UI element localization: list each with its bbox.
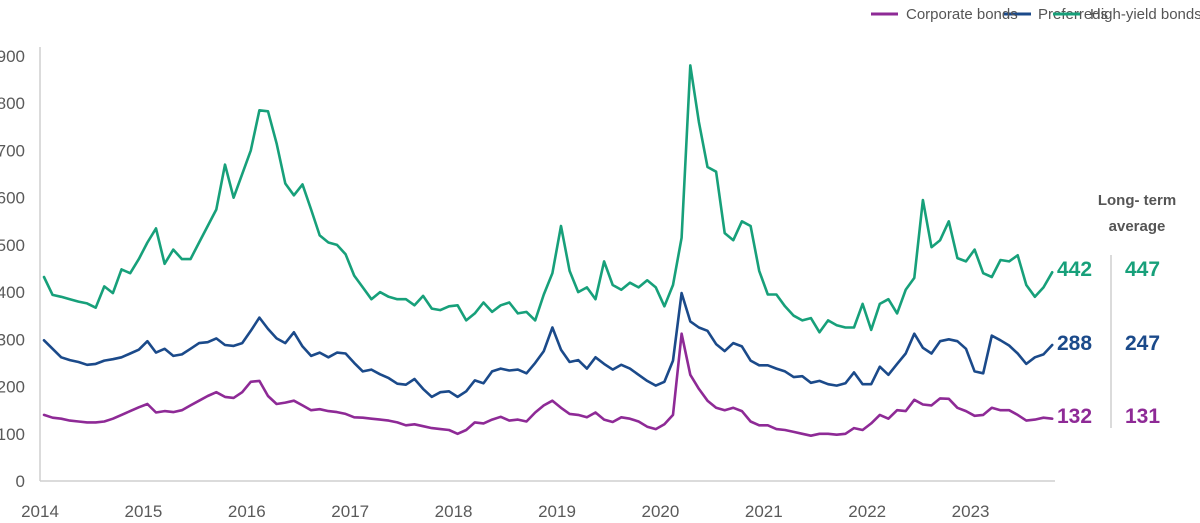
x-tick-label: 2018 — [435, 502, 473, 521]
x-tick-label: 2019 — [538, 502, 576, 521]
y-tick-label: 400 — [0, 283, 25, 302]
x-tick-label: 2016 — [228, 502, 266, 521]
legend-label-high-yield-bonds: High-yield bonds — [1090, 6, 1200, 23]
series-line-corporate-bonds — [42, 332, 1054, 438]
y-tick-label: 500 — [0, 236, 25, 255]
legend-label-corporate-bonds: Corporate bonds — [906, 6, 1018, 23]
series-line-high-yield-bonds — [42, 64, 1054, 334]
x-tick-label: 2022 — [848, 502, 886, 521]
y-tick-label: 100 — [0, 425, 25, 444]
x-tick-label: 2014 — [21, 502, 59, 521]
average-header-line1: Long- term — [1098, 192, 1176, 209]
x-tick-label: 2015 — [124, 502, 162, 521]
y-tick-label: 300 — [0, 330, 25, 349]
x-tick-label: 2023 — [952, 502, 990, 521]
average-value-corporate-bonds: 131 — [1125, 405, 1160, 428]
series-line-preferreds — [42, 291, 1054, 399]
legend: Preferreds Corporate bonds High-yield bo… — [871, 6, 1200, 23]
x-tick-label: 2017 — [331, 502, 369, 521]
average-header-line2: average — [1109, 218, 1166, 235]
x-tick-label: 2020 — [641, 502, 679, 521]
y-tick-label: 200 — [0, 378, 25, 397]
current-value-corporate-bonds: 132 — [1057, 405, 1092, 428]
x-tick-label: 2021 — [745, 502, 783, 521]
y-tick-label: 700 — [0, 141, 25, 160]
y-tick-label: 600 — [0, 189, 25, 208]
current-value-preferreds: 288 — [1057, 332, 1092, 355]
y-tick-label: 900 — [0, 47, 25, 66]
average-value-high-yield: 447 — [1125, 258, 1160, 281]
current-value-high-yield: 442 — [1057, 258, 1092, 281]
y-tick-label: 0 — [16, 472, 25, 491]
y-tick-label: 800 — [0, 94, 25, 113]
average-value-preferreds: 247 — [1125, 332, 1160, 355]
